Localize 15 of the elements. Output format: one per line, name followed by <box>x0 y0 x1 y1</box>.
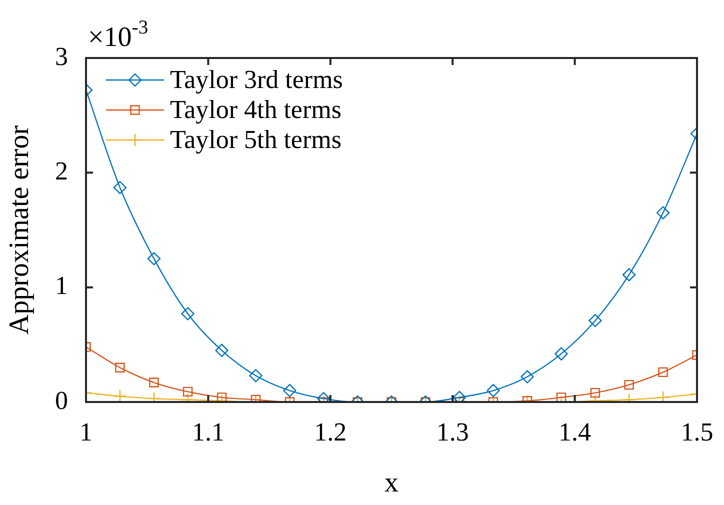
legend-label: Taylor 3rd terms <box>170 64 343 94</box>
x-tick-label: 1.5 <box>680 417 714 446</box>
x-tick-label: 1 <box>80 417 92 446</box>
legend-label: Taylor 5th terms <box>170 124 342 154</box>
y-tick-label: 2 <box>55 156 68 186</box>
y-axis-title: Approximate error <box>4 124 36 335</box>
x-tick-label: 1.2 <box>314 417 347 446</box>
x-tick-label: 1.1 <box>192 417 224 446</box>
x-tick-label: 1.4 <box>558 417 592 446</box>
x-tick-label: 1.3 <box>436 417 469 446</box>
x-axis-title: x <box>384 468 398 499</box>
y-tick-label: 1 <box>55 271 68 300</box>
legend-label: Taylor 4th terms <box>170 94 342 124</box>
y-tick-label: 0 <box>55 386 68 415</box>
y-tick-label: 3 <box>55 42 68 71</box>
